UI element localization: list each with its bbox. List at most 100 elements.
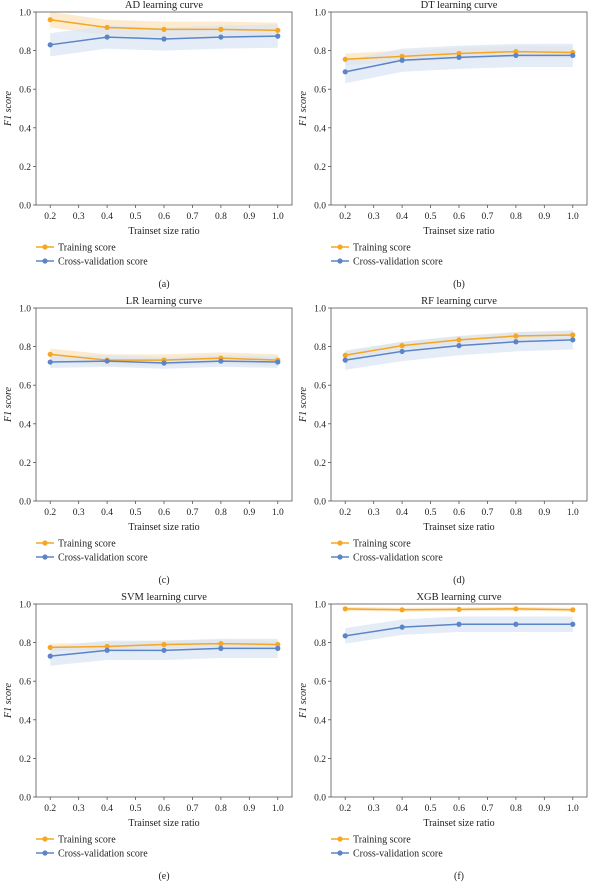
cv-score-point [161,360,167,366]
cv-score-point [342,633,348,639]
x-tick-label: 0.9 [538,508,550,518]
x-tick-label: 0.5 [425,212,437,222]
training-score-point [275,27,281,33]
cv-score-point [275,33,281,39]
panel-caption: (d) [453,575,465,586]
cv-score-point [399,57,405,63]
y-tick-label: 0.8 [19,343,31,353]
plot-frame [35,603,293,798]
y-axis-label: F1 score [298,682,309,718]
legend-label: Cross-validation score [353,849,443,860]
x-tick-label: 1.0 [272,212,284,222]
x-tick-label: 0.2 [44,508,56,518]
training-score-point [104,24,110,31]
x-tick-label: 0.4 [396,212,408,222]
cv-score-point [570,337,576,343]
cv-score-point [275,645,281,651]
y-tick-label: 0.0 [314,202,326,212]
y-axis-label: F1 score [3,682,14,718]
x-tick-label: 0.2 [339,508,351,518]
y-tick-label: 0.4 [314,716,326,726]
training-score-point [399,343,405,349]
legend-label: Cross-validation score [58,849,148,860]
plot-frame [35,307,293,502]
y-tick-label: 0.0 [314,794,326,804]
x-tick-label: 0.9 [538,804,550,814]
training-score-point [456,337,462,343]
y-tick-label: 0.8 [314,639,326,649]
cv-score-point [342,357,348,363]
training-score-point [161,26,167,32]
x-tick-label: 0.9 [243,804,255,814]
cv-score-point [161,36,167,42]
y-tick-label: 1.0 [19,305,31,315]
panel-caption: (a) [158,279,169,290]
y-tick-label: 0.4 [19,420,31,430]
cv-score-point [104,34,110,40]
training-score-point [570,607,576,613]
chart-title: RF learning curve [421,296,497,307]
y-tick-label: 0.8 [19,47,31,57]
chart-title: LR learning curve [126,296,203,307]
chart-title: XGB learning curve [416,592,501,603]
y-tick-label: 0.6 [19,86,31,96]
chart-panel-ad: AD learning curve 0.2 0.3 0.4 0.5 0.6 0.7 0.8 0.… [0,0,295,296]
legend-marker [42,850,48,856]
chart-panel-lr: LR learning curve 0.2 0.3 0.4 0.5 0.6 0.7 0.8 0.… [0,296,295,592]
cv-score-point [342,69,348,75]
legend-marker [42,554,48,560]
x-tick-label: 0.5 [425,508,437,518]
x-axis-label: Trainset size ratio [423,226,494,237]
legend-marker [337,244,343,250]
x-tick-label: 0.3 [73,804,85,814]
legend-marker [337,540,343,546]
x-tick-label: 0.6 [158,212,170,222]
x-tick-label: 1.0 [567,212,579,222]
chart-panel-rf: RF learning curve 0.2 0.3 0.4 0.5 0.6 0.7 0.8 0.… [295,296,590,592]
y-tick-label: 1.0 [314,305,326,315]
cv-score-point [513,52,519,59]
training-score-point [218,26,224,32]
x-tick-label: 0.7 [482,508,494,518]
cv-score-point [47,42,53,48]
y-axis-label: F1 score [3,386,14,422]
cv-score-point [275,359,281,365]
cv-score-point [570,621,576,627]
legend-label: Training score [353,835,411,846]
y-tick-label: 1.0 [314,9,326,19]
x-tick-label: 0.7 [482,212,494,222]
panel-caption: (f) [454,871,464,882]
x-tick-label: 0.5 [425,804,437,814]
x-tick-label: 0.2 [44,804,56,814]
y-tick-label: 0.8 [314,47,326,57]
cv-score-point [456,621,462,627]
legend-marker [42,836,48,842]
training-score-point [513,606,519,612]
x-tick-label: 0.9 [243,508,255,518]
y-tick-label: 1.0 [19,9,31,19]
cv-score-band [345,43,573,84]
cv-score-point [104,358,110,364]
y-axis-label: F1 score [298,386,309,422]
legend-label: Cross-validation score [353,257,443,268]
chart-panel-svm: SVM learning curve 0.2 0.3 0.4 0.5 0.6 0.7 0.8 0… [0,592,295,888]
x-tick-label: 0.5 [130,508,142,518]
x-tick-label: 0.8 [510,212,522,222]
x-tick-label: 0.3 [368,212,380,222]
y-tick-label: 0.6 [314,678,326,688]
cv-score-point [456,343,462,349]
y-tick-label: 0.8 [314,343,326,353]
chart-title: SVM learning curve [121,592,207,603]
training-score-point [161,641,167,648]
x-tick-label: 0.4 [101,804,113,814]
x-axis-label: Trainset size ratio [423,522,494,533]
y-tick-label: 1.0 [19,601,31,611]
legend-marker [337,258,343,264]
cv-score-point [513,621,519,627]
x-tick-label: 0.8 [510,804,522,814]
training-score-point [104,643,110,650]
y-tick-label: 0.2 [314,755,326,765]
x-tick-label: 0.8 [510,508,522,518]
training-score-point [342,56,348,62]
x-tick-label: 0.2 [44,212,56,222]
